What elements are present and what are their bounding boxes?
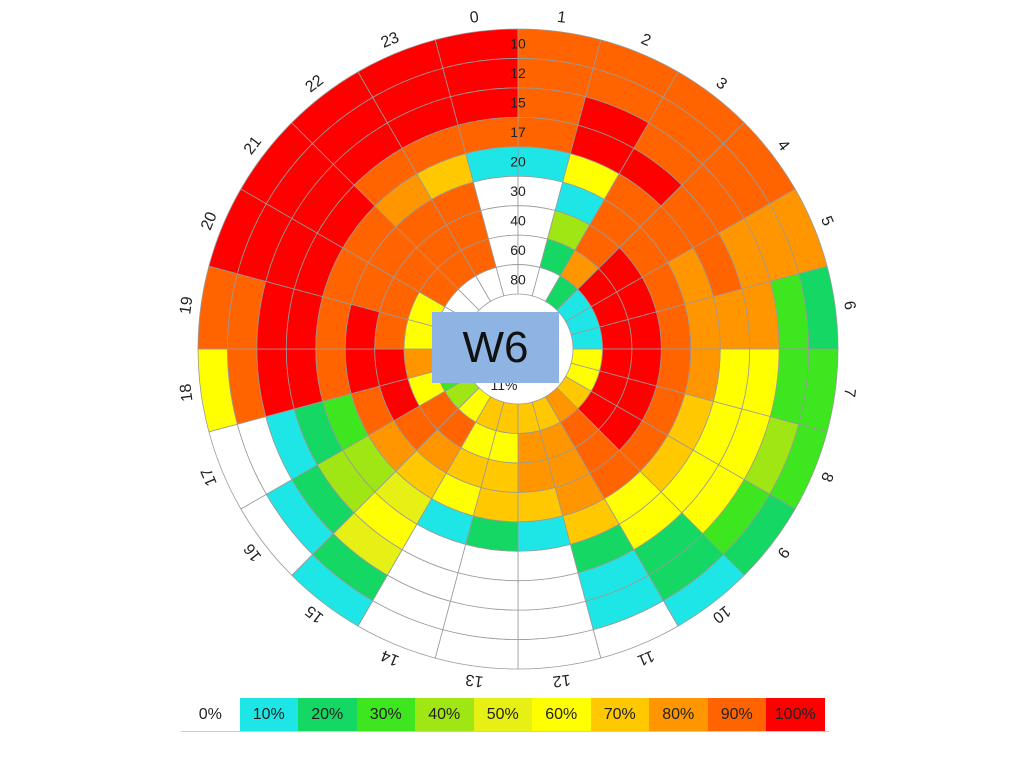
hour-label: 12: [552, 671, 572, 690]
hour-label: 18: [177, 383, 196, 403]
hour-label: 14: [379, 646, 402, 669]
heatmap-cell: [655, 348, 692, 395]
chart-title-box: W6: [432, 312, 559, 383]
ring-label: 30: [510, 183, 526, 199]
heatmap-cells: [197, 28, 839, 670]
legend-item: 10%: [239, 698, 298, 731]
legend-item: 70%: [590, 698, 649, 731]
hour-label: 5: [817, 214, 836, 229]
legend-item: 20%: [298, 698, 357, 731]
hour-label: 7: [840, 387, 858, 398]
legend-item: 40%: [415, 698, 474, 731]
ring-label: 12: [510, 65, 526, 81]
ring-label: 15: [510, 95, 526, 111]
hour-label: 6: [840, 300, 858, 311]
hour-label: 22: [302, 72, 327, 96]
ring-label: 80: [510, 271, 526, 287]
ring-label: 20: [510, 154, 526, 170]
heatmap-cell: [344, 348, 381, 395]
hour-label: 15: [302, 602, 327, 626]
legend-item: 50%: [473, 698, 532, 731]
hour-label: 10: [709, 602, 734, 626]
heatmap-cell: [517, 486, 564, 523]
ring-label: 10: [510, 36, 526, 52]
hour-label: 21: [241, 133, 265, 158]
hour-label: 13: [464, 671, 484, 690]
hour-label: 19: [177, 295, 196, 315]
legend-item: 90%: [707, 698, 766, 731]
hour-label: 2: [638, 31, 653, 50]
ring-label: 17: [510, 124, 526, 140]
legend-item: 80%: [649, 698, 708, 731]
hour-label: 0: [469, 9, 480, 27]
legend-item: 30%: [356, 698, 415, 731]
color-legend: 0% 10% 20% 30% 40% 50% 60% 70% 80% 90% 100%: [181, 698, 825, 731]
ring-label: 40: [510, 212, 526, 228]
hour-label: 9: [773, 544, 792, 561]
heatmap-cell: [344, 303, 381, 350]
hour-label: 17: [198, 465, 221, 488]
hour-label: 11: [635, 647, 657, 669]
hour-label: 4: [774, 137, 793, 154]
hour-label: 23: [379, 29, 402, 52]
legend-item: 0%: [181, 698, 240, 731]
legend-item: 60%: [532, 698, 591, 731]
ring-label: 60: [510, 242, 526, 258]
heatmap-cell: [475, 266, 505, 302]
hour-label: 1: [556, 9, 567, 27]
heatmap-cell: [655, 303, 692, 350]
hour-label: 8: [817, 469, 836, 484]
hour-label: 16: [241, 540, 265, 565]
heatmap-cell: [472, 486, 519, 523]
chart-title: W6: [462, 322, 529, 372]
hour-label: 3: [713, 75, 730, 94]
legend-baseline: [181, 731, 829, 732]
hour-label: 20: [198, 210, 221, 233]
legend-item: 100%: [766, 698, 825, 731]
